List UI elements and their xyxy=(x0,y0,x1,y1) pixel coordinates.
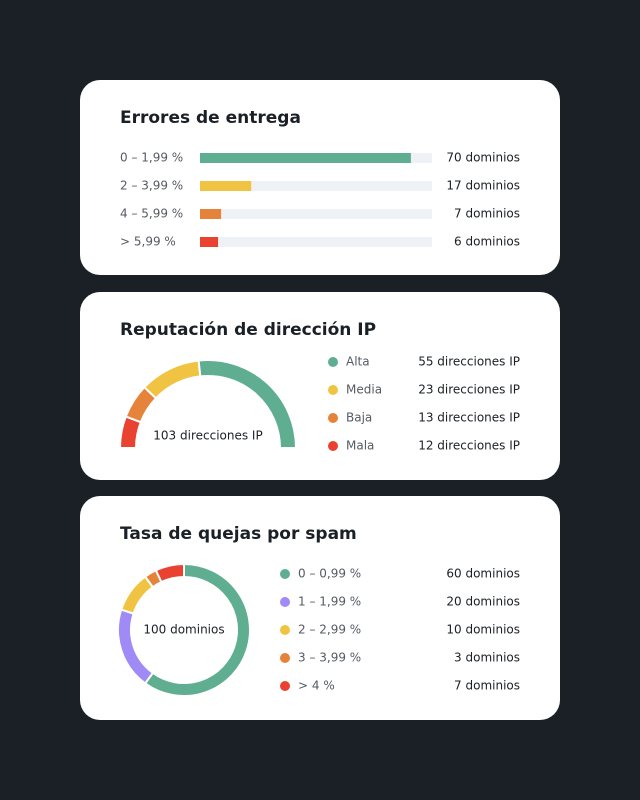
value-label: 12 direcciones IP xyxy=(418,439,520,453)
value-label: 13 direcciones IP xyxy=(418,411,520,425)
legend-label: 2 – 2,99 % xyxy=(298,623,361,637)
legend-label: Mala xyxy=(346,439,374,453)
legend-label: 3 – 3,99 % xyxy=(298,651,361,665)
value-label: 20 dominios xyxy=(446,595,520,609)
card xyxy=(80,292,560,480)
legend-label: > 4 % xyxy=(298,679,335,693)
bar xyxy=(200,237,219,247)
bar xyxy=(200,181,252,191)
legend-label: Baja xyxy=(346,411,372,425)
legend-swatch xyxy=(280,597,290,607)
value-label: 3 dominios xyxy=(454,651,520,665)
value-label: 23 direcciones IP xyxy=(418,383,520,397)
card-title: Reputación de dirección IP xyxy=(120,320,376,340)
legend-swatch xyxy=(280,569,290,579)
arc-segment xyxy=(197,359,298,449)
value-label: 10 dominios xyxy=(446,623,520,637)
legend-swatch xyxy=(328,441,338,451)
center-label: 100 dominios xyxy=(143,623,224,637)
value-label: 60 dominios xyxy=(446,567,520,581)
card xyxy=(80,80,560,275)
legend-label: Media xyxy=(346,383,382,397)
value-label: 17 dominios xyxy=(446,179,520,193)
legend-swatch xyxy=(328,413,338,423)
category-label: 0 – 1,99 % xyxy=(120,151,183,165)
legend-label: 1 – 1,99 % xyxy=(298,595,361,609)
bar xyxy=(200,153,411,163)
bar-track xyxy=(200,181,432,191)
card-title: Tasa de quejas por spam xyxy=(120,524,357,544)
value-label: 7 dominios xyxy=(454,207,520,221)
legend-swatch xyxy=(280,625,290,635)
arc-segment xyxy=(154,562,185,584)
legend-swatch xyxy=(280,653,290,663)
bar-track xyxy=(200,237,432,247)
value-label: 6 dominios xyxy=(454,235,520,249)
category-label: > 5,99 % xyxy=(120,235,176,249)
value-label: 7 dominios xyxy=(454,679,520,693)
bar xyxy=(200,209,222,219)
center-label: 103 direcciones IP xyxy=(153,429,262,443)
legend-label: 0 – 0,99 % xyxy=(298,567,361,581)
value-label: 55 direcciones IP xyxy=(418,355,520,369)
legend-swatch xyxy=(280,681,290,691)
category-label: 4 – 5,99 % xyxy=(120,207,183,221)
card xyxy=(80,496,560,720)
legend-label: Alta xyxy=(346,355,370,369)
legend-swatch xyxy=(328,385,338,395)
value-label: 70 dominios xyxy=(446,151,520,165)
category-label: 2 – 3,99 % xyxy=(120,179,183,193)
card-title: Errores de entrega xyxy=(120,108,301,128)
legend-swatch xyxy=(328,357,338,367)
bar-track xyxy=(200,209,432,219)
